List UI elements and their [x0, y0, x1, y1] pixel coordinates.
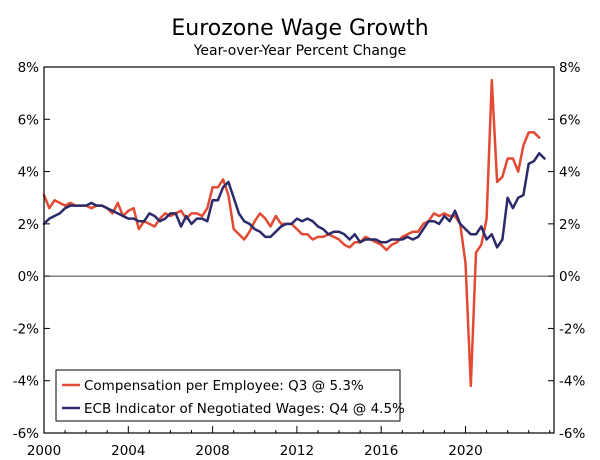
plot-area	[43, 66, 555, 434]
y-tick-label-right: -4%	[559, 374, 585, 390]
axis-ticks: -6% -6% -4% -4% -2% -2% 0% 0% 2% 2% 4% 4% 6% 6% 8% 8% 20…	[13, 60, 586, 459]
y-tick-label-left: 6%	[18, 112, 40, 128]
y-tick-label-left: -4%	[13, 374, 39, 390]
y-tick-label-right: 6%	[559, 112, 581, 128]
series-negotiated-wages	[42, 152, 546, 249]
chart-subtitle: Year-over-Year Percent Change	[193, 43, 407, 59]
y-tick-label-left: -6%	[13, 426, 39, 442]
y-tick-label-left: 2%	[18, 217, 40, 233]
x-tick-label: 2000	[27, 443, 61, 459]
series-lines	[42, 78, 546, 388]
y-tick-label-left: 8%	[18, 60, 40, 76]
y-tick-label-right: -6%	[559, 426, 585, 442]
series-compensation-per-employee	[42, 78, 541, 388]
y-tick-label-right: 0%	[559, 269, 581, 285]
legend-label-compensation: Compensation per Employee: Q3 @ 5.3%	[84, 378, 364, 394]
y-tick-label-left: -2%	[13, 321, 39, 337]
x-tick-label: 2004	[111, 443, 145, 459]
y-tick-label-right: 2%	[559, 217, 581, 233]
y-tick-label-right: 4%	[559, 165, 581, 181]
chart-title: Eurozone Wage Growth	[171, 16, 428, 41]
legend: Compensation per Employee: Q3 @ 5.3% ECB…	[55, 369, 405, 422]
x-tick-label: 2020	[448, 443, 482, 459]
y-tick-label-right: -2%	[559, 321, 585, 337]
y-tick-label-right: 8%	[559, 60, 581, 76]
x-tick-label: 2016	[364, 443, 398, 459]
x-tick-label: 2008	[195, 443, 229, 459]
legend-label-negotiated-wages: ECB Indicator of Negotiated Wages: Q4 @ …	[84, 401, 405, 417]
y-tick-label-left: 0%	[18, 269, 40, 285]
y-tick-label-left: 4%	[18, 165, 40, 181]
x-tick-label: 2012	[280, 443, 314, 459]
legend-box	[55, 369, 401, 422]
